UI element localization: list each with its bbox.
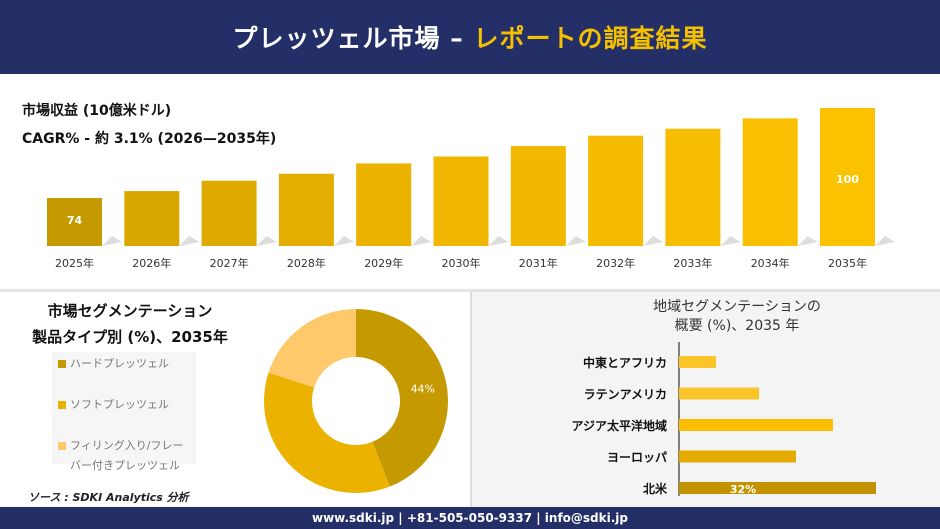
footer-contact: www.sdki.jp | +81-505-050-9337 | info@sd… bbox=[0, 507, 940, 529]
revenue-bar bbox=[742, 118, 798, 246]
bar-shadow bbox=[411, 236, 432, 246]
legend-swatch bbox=[58, 360, 66, 368]
bar-shadow bbox=[565, 236, 586, 246]
x-tick-label: 2031年 bbox=[519, 256, 558, 270]
data-label: 74 bbox=[67, 214, 83, 227]
x-tick-label: 2029年 bbox=[364, 256, 403, 270]
segment-title-2: 製品タイプ別 (%)、2035年 bbox=[32, 328, 228, 346]
x-tick-label: 2026年 bbox=[132, 256, 171, 270]
region-title-1: 地域セグメンテーションの bbox=[653, 299, 821, 315]
revenue-bar bbox=[433, 156, 489, 246]
legend-item: ソフトプレッツェル bbox=[58, 395, 190, 415]
page-header: プレッツェル市場 – レポートの調査結果 bbox=[0, 0, 940, 74]
revenue-bar bbox=[588, 135, 644, 246]
revenue-bar-chart: 2025年 74 2026年 2027年 2028年 2029年 2030年 2031年 203… bbox=[47, 108, 895, 270]
bar-shadow bbox=[102, 236, 122, 246]
region-bar bbox=[679, 356, 716, 368]
bar-shadow bbox=[875, 236, 895, 246]
bar-shadow bbox=[333, 236, 354, 246]
revenue-bar bbox=[510, 146, 566, 246]
revenue-bar bbox=[820, 108, 875, 246]
legend-swatch bbox=[58, 442, 66, 450]
region-label: アジア太平洋地域 bbox=[571, 418, 667, 433]
bar-shadow bbox=[256, 236, 277, 246]
x-tick-label: 2028年 bbox=[287, 256, 326, 270]
bar-shadow bbox=[488, 236, 509, 246]
legend-label: ハードプレッツェル bbox=[70, 357, 169, 370]
header-title: プレッツェル市場 – bbox=[232, 24, 464, 53]
data-label: 32% bbox=[730, 483, 756, 496]
product-segment-panel: 市場セグメンテーション 製品タイプ別 (%)、2035年 ハードプレッツェル ソ… bbox=[0, 292, 470, 507]
data-label: 100 bbox=[836, 173, 859, 186]
region-label: 北米 bbox=[643, 481, 668, 496]
region-title-2: 概要 (%)、2035 年 bbox=[674, 318, 800, 334]
bar-shadow bbox=[643, 236, 664, 246]
revenue-bar bbox=[47, 198, 102, 246]
revenue-title: 市場収益 (10億米ドル) bbox=[22, 103, 172, 119]
donut-slice bbox=[356, 309, 449, 487]
x-tick-label: 2025年 bbox=[55, 256, 94, 270]
revenue-bar bbox=[356, 163, 412, 246]
region-segment-panel: 地域セグメンテーションの 概要 (%)、2035 年 中東とアフリカ ラテンアメリカ… bbox=[470, 292, 940, 507]
legend-swatch bbox=[58, 401, 66, 409]
header-title-accent: レポートの調査結果 bbox=[473, 24, 708, 53]
donut-slice bbox=[264, 372, 390, 493]
bar-shadow bbox=[720, 236, 741, 246]
revenue-bar bbox=[665, 128, 721, 246]
region-bar bbox=[679, 482, 876, 494]
segment-title-1: 市場セグメンテーション bbox=[47, 302, 213, 320]
section-divider bbox=[0, 289, 940, 292]
region-bar bbox=[679, 419, 833, 431]
x-tick-label: 2034年 bbox=[751, 256, 790, 270]
cagr-text: CAGR% - 約 3.1% (2026—2035年) bbox=[22, 131, 277, 147]
region-label: ラテンアメリカ bbox=[584, 388, 667, 402]
x-tick-label: 2030年 bbox=[442, 256, 481, 270]
region-label: ヨーロッパ bbox=[607, 451, 667, 465]
donut-slice bbox=[268, 309, 356, 388]
legend-item: ハードプレッツェル bbox=[58, 354, 190, 374]
legend-item: フィリング入り/フレーバー付きプレッツェル bbox=[58, 436, 190, 476]
legend-label: ソフトプレッツェル bbox=[70, 398, 169, 411]
x-tick-label: 2035年 bbox=[828, 256, 867, 270]
revenue-bar bbox=[124, 191, 180, 246]
bar-shadow bbox=[797, 236, 818, 246]
donut-legend: ハードプレッツェル ソフトプレッツェル フィリング入り/フレーバー付きプレッツェ… bbox=[52, 352, 196, 472]
source-note: ソース : SDKI Analytics 分析 bbox=[28, 491, 189, 504]
region-label: 中東とアフリカ bbox=[583, 355, 667, 370]
region-bar bbox=[679, 387, 760, 400]
revenue-bar bbox=[278, 173, 334, 246]
revenue-bar bbox=[201, 180, 257, 246]
x-tick-label: 2032年 bbox=[596, 256, 635, 270]
region-bar bbox=[679, 450, 796, 463]
donut-label: 44% bbox=[411, 382, 435, 395]
x-tick-label: 2027年 bbox=[210, 256, 249, 270]
bar-shadow bbox=[179, 236, 200, 246]
region-title: 地域セグメンテーションの 概要 (%)、2035 年 bbox=[472, 298, 940, 336]
x-tick-label: 2033年 bbox=[673, 256, 712, 270]
product-donut-chart: 44% bbox=[264, 309, 449, 493]
legend-label: フィリング入り/フレーバー付きプレッツェル bbox=[70, 439, 184, 472]
